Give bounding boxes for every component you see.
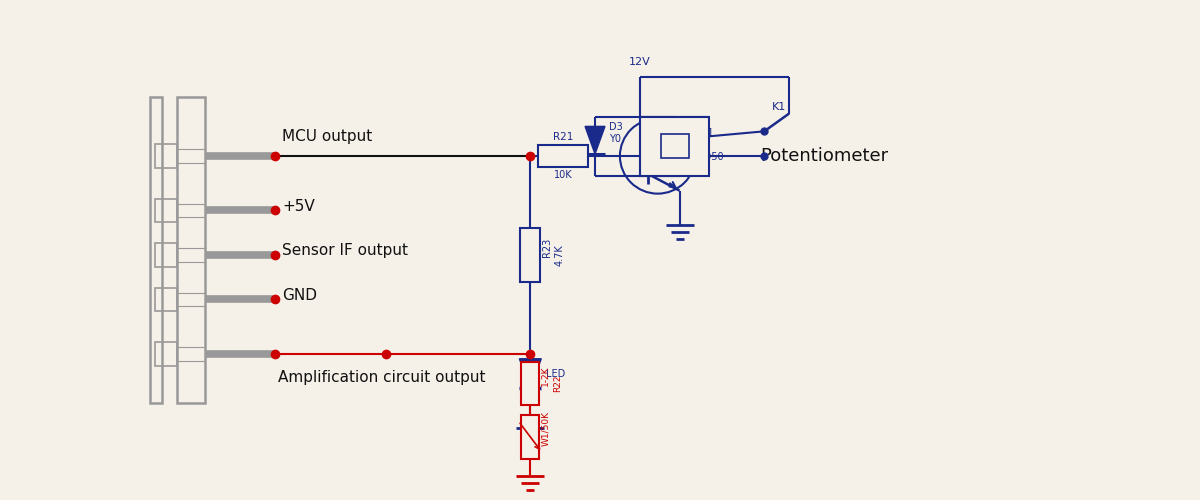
Text: Potentiometer: Potentiometer [761, 147, 888, 165]
Text: 4.7K: 4.7K [554, 244, 564, 266]
Text: Sensor IF output: Sensor IF output [282, 244, 408, 258]
Text: LED: LED [546, 368, 565, 378]
Text: R23: R23 [542, 238, 552, 256]
Text: GND: GND [282, 288, 318, 303]
FancyBboxPatch shape [661, 134, 689, 158]
Text: 1-2K: 1-2K [541, 366, 551, 386]
Text: 10K: 10K [554, 170, 572, 180]
Text: Q1: Q1 [700, 128, 714, 138]
FancyBboxPatch shape [521, 362, 539, 406]
Polygon shape [586, 126, 605, 154]
Text: 8050: 8050 [700, 152, 724, 162]
Text: MCU output: MCU output [282, 129, 373, 144]
FancyBboxPatch shape [640, 116, 709, 176]
Text: D3: D3 [608, 122, 623, 132]
FancyBboxPatch shape [539, 145, 588, 167]
Text: Y0: Y0 [608, 134, 620, 144]
Text: +5V: +5V [282, 199, 316, 214]
Polygon shape [520, 359, 541, 388]
FancyBboxPatch shape [521, 228, 540, 282]
FancyBboxPatch shape [521, 415, 539, 459]
Text: K1: K1 [772, 102, 786, 112]
Text: W1/50K: W1/50K [541, 412, 551, 446]
Text: R22: R22 [553, 375, 563, 392]
Text: R21: R21 [553, 132, 574, 142]
Text: 12V: 12V [629, 57, 650, 67]
Text: Amplification circuit output: Amplification circuit output [277, 370, 485, 384]
